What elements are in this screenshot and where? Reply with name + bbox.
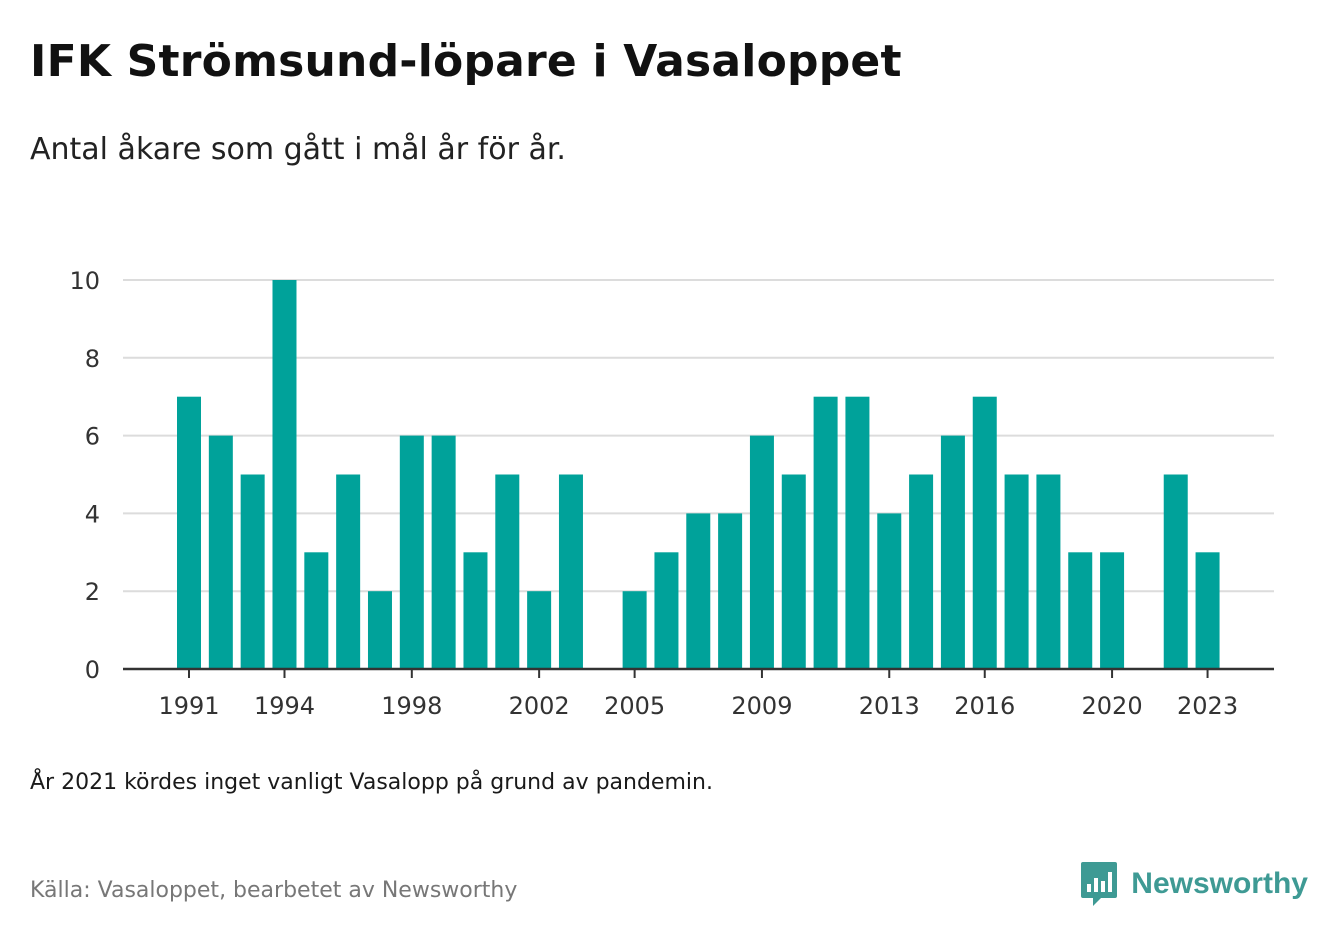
bar: [208, 435, 233, 669]
bar: [1163, 474, 1188, 669]
source-credit: Källa: Vasaloppet, bearbetet av Newswort…: [30, 878, 518, 903]
chart-title: IFK Strömsund-löpare i Vasaloppet: [30, 36, 902, 87]
bar: [527, 591, 552, 669]
bar: [272, 280, 297, 669]
bar: [399, 435, 424, 669]
bar: [972, 396, 997, 669]
y-tick-label: 10: [69, 267, 100, 295]
x-tick-label: 2005: [604, 692, 665, 720]
newsworthy-logo-icon: [1081, 862, 1118, 906]
x-tick-label: 1991: [158, 692, 219, 720]
bar: [718, 513, 743, 669]
bar: [622, 591, 647, 669]
bar: [749, 435, 774, 669]
bar: [431, 435, 456, 669]
y-tick-label: 8: [85, 345, 100, 373]
y-tick-label: 4: [85, 500, 100, 528]
bar: [558, 474, 583, 669]
x-tick-label: 2020: [1082, 692, 1143, 720]
x-tick-label: 1998: [381, 692, 442, 720]
x-tick-label: 2013: [859, 692, 920, 720]
bar: [367, 591, 392, 669]
x-tick-label: 2023: [1177, 692, 1238, 720]
bar: [1100, 552, 1125, 669]
bar: [1036, 474, 1061, 669]
bar: [813, 396, 838, 669]
y-tick-label: 6: [85, 423, 100, 451]
y-tick-label: 0: [85, 656, 100, 684]
bar: [845, 396, 870, 669]
bar: [654, 552, 679, 669]
bar: [240, 474, 265, 669]
chart-subtitle: Antal åkare som gått i mål år för år.: [30, 132, 566, 167]
y-tick-label: 2: [85, 578, 100, 606]
bar: [1195, 552, 1220, 669]
bar: [463, 552, 488, 669]
x-tick-label: 2009: [731, 692, 792, 720]
bar: [177, 396, 201, 669]
bar: [877, 513, 902, 669]
bar: [336, 474, 361, 669]
bar: [1004, 474, 1029, 669]
x-tick-label: 1994: [254, 692, 315, 720]
newsworthy-logo: Newsworthy: [1079, 860, 1308, 908]
x-tick-label: 2016: [954, 692, 1015, 720]
bar-chart: 0 2 4 6 8 10 1991 1994 1998 2002 2005 2009 2013 2016 2…: [69, 267, 1274, 720]
footnote: År 2021 kördes inget vanligt Vasalopp på…: [30, 770, 713, 795]
bar: [940, 435, 965, 669]
brand-name: Newsworthy: [1131, 867, 1308, 900]
bar: [304, 552, 329, 669]
x-tick-label: 2002: [509, 692, 570, 720]
bar: [781, 474, 806, 669]
bar: [686, 513, 711, 669]
bar: [1068, 552, 1093, 669]
bar: [909, 474, 934, 669]
bar: [495, 474, 520, 669]
